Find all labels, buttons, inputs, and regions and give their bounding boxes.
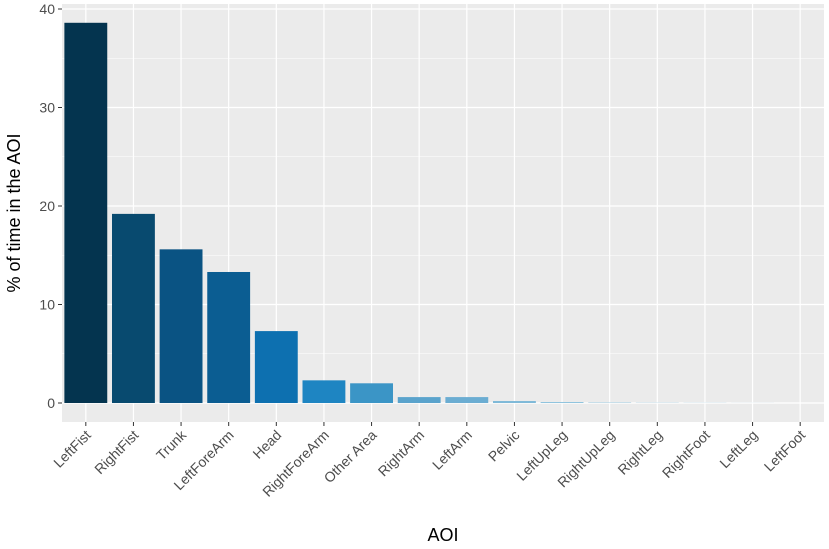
x-tick-label: RightLeg — [614, 427, 665, 478]
bar — [159, 249, 203, 403]
bar — [540, 402, 584, 403]
y-tick-label: 20 — [39, 198, 55, 214]
y-axis-title: % of time in the AOI — [4, 133, 24, 292]
x-tick-label: LeftArm — [429, 427, 475, 473]
x-tick-label: Trunk — [153, 426, 190, 463]
bar — [350, 383, 393, 403]
bar — [64, 22, 108, 403]
bar — [207, 271, 251, 403]
bars — [64, 22, 774, 403]
bar — [445, 397, 489, 403]
y-axis: 0 10 20 30 40 — [39, 1, 62, 411]
bar — [397, 397, 441, 403]
x-tick-label: Pelvic — [485, 427, 523, 465]
y-tick-label: 0 — [47, 395, 55, 411]
y-tick-label: 10 — [39, 297, 55, 313]
bar — [254, 331, 298, 403]
x-tick-label: LeftLeg — [716, 427, 760, 471]
x-tick-label: Head — [249, 427, 284, 462]
x-tick-label: RightFist — [91, 427, 141, 477]
x-tick-label: LeftFoot — [761, 427, 809, 475]
y-tick-label: 30 — [39, 100, 55, 116]
x-tick-label: RightArm — [375, 427, 428, 480]
bar — [112, 213, 155, 403]
x-tick-label: RightFoot — [659, 427, 713, 481]
x-tick-label: LeftFist — [50, 427, 94, 471]
bar — [493, 401, 536, 403]
x-axis-title: AOI — [427, 525, 458, 545]
bar — [302, 380, 346, 403]
y-tick-label: 40 — [39, 1, 55, 17]
